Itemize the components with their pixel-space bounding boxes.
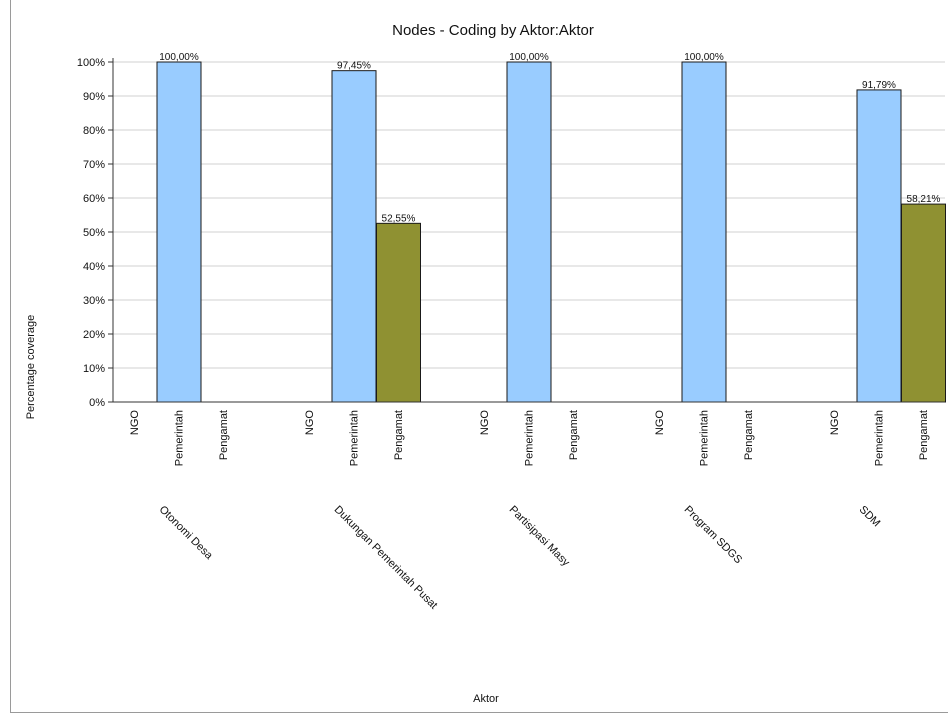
bar [681, 61, 727, 403]
category-label: Pengamat [393, 410, 405, 460]
group-label: Partisipasi Masy [507, 504, 572, 569]
category-label: Pengamat [743, 410, 755, 460]
data-label: 52,55% [382, 213, 416, 224]
group-label: Otonomi Desa [157, 504, 216, 563]
y-tick-label: 40% [83, 261, 105, 273]
bar [901, 203, 946, 403]
data-label: 100,00% [159, 52, 199, 63]
data-label: 91,79% [862, 80, 896, 91]
y-tick-label: 50% [83, 227, 105, 239]
y-tick-label: 20% [83, 329, 105, 341]
category-label: NGO [304, 410, 316, 436]
bar [856, 89, 902, 403]
data-label: 97,45% [337, 61, 371, 72]
x-axis-label: Aktor [473, 693, 499, 705]
category-label: NGO [129, 410, 141, 436]
chart-title: Nodes - Coding by Aktor:Aktor [392, 22, 594, 39]
y-tick-label: 100% [77, 57, 105, 69]
y-tick-label: 60% [83, 193, 105, 205]
category-label: NGO [654, 410, 666, 436]
data-label: 100,00% [509, 52, 549, 63]
category-label: NGO [829, 410, 841, 436]
group-label: Dukungan Pemerintah Pusat [332, 504, 440, 612]
data-label: 58,21% [907, 194, 941, 205]
y-tick-label: 10% [83, 363, 105, 375]
category-label: Pemerintah [174, 410, 186, 466]
group-label: Program SDGS [682, 504, 745, 567]
category-label: Pemerintah [699, 410, 711, 466]
category-label: Pemerintah [524, 410, 536, 466]
category-label: Pemerintah [349, 410, 361, 466]
category-label: NGO [479, 410, 491, 436]
y-tick-label: 80% [83, 125, 105, 137]
bar [506, 61, 552, 403]
y-tick-label: 90% [83, 91, 105, 103]
category-label: Pengamat [568, 410, 580, 460]
category-label: Pengamat [918, 410, 930, 460]
bar [156, 61, 202, 403]
bars: 100,00% 97,45% 52,55% 100,00% 100,00% 91,79% 5… [156, 52, 946, 403]
bar [376, 222, 421, 403]
group-label: SDM [857, 504, 883, 530]
data-label: 100,00% [684, 52, 724, 63]
category-label: Pengamat [218, 410, 230, 460]
chart-frame [10, 0, 948, 713]
y-tick-label: 0% [89, 397, 105, 409]
category-label: Pemerintah [874, 410, 886, 466]
bar [331, 70, 377, 403]
y-tick-label: 70% [83, 159, 105, 171]
y-axis-label: Percentage coverage [25, 315, 37, 420]
y-tick-label: 30% [83, 295, 105, 307]
